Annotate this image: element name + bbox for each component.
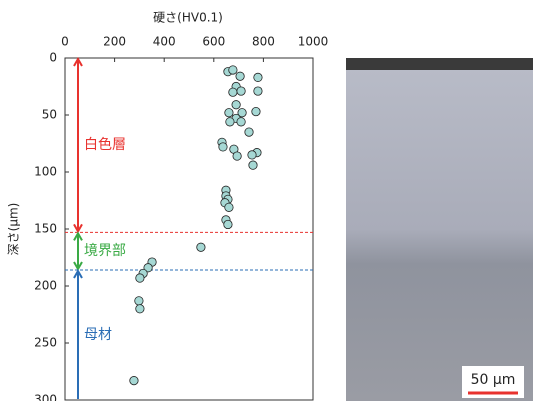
region-label: 境界部 bbox=[84, 243, 126, 259]
x-axis-title: 硬さ(HV0.1) bbox=[153, 11, 223, 25]
point bbox=[197, 243, 205, 251]
point bbox=[254, 73, 262, 81]
region-label: 白色層 bbox=[84, 136, 126, 153]
y-tick-label: 150 bbox=[34, 222, 57, 236]
y-tick-label: 250 bbox=[34, 336, 57, 350]
point bbox=[136, 274, 144, 282]
point bbox=[249, 161, 257, 169]
point bbox=[224, 220, 232, 228]
point bbox=[219, 143, 227, 151]
y-tick-label: 100 bbox=[34, 165, 57, 179]
point bbox=[136, 305, 144, 313]
point bbox=[232, 101, 240, 109]
scale-label: 50 μm bbox=[471, 372, 516, 388]
y-axis-title: 深さ(μm) bbox=[7, 203, 21, 256]
point bbox=[248, 151, 256, 159]
point bbox=[237, 118, 245, 126]
y-tick-label: 50 bbox=[42, 108, 57, 122]
point bbox=[229, 66, 237, 74]
point bbox=[233, 152, 241, 160]
x-tick-label: 1000 bbox=[298, 35, 329, 49]
x-tick-label: 400 bbox=[153, 35, 176, 49]
x-tick-label: 600 bbox=[202, 35, 225, 49]
x-tick-label: 200 bbox=[103, 35, 126, 49]
point bbox=[225, 109, 233, 117]
point bbox=[229, 88, 237, 96]
y-tick-label: 200 bbox=[34, 279, 57, 293]
y-tick-label: 0 bbox=[49, 51, 57, 65]
micrograph bbox=[346, 58, 533, 401]
x-tick-label: 800 bbox=[252, 35, 275, 49]
micrograph-edge bbox=[346, 58, 533, 70]
point bbox=[236, 72, 244, 80]
point bbox=[254, 87, 262, 95]
region-label: 母材 bbox=[84, 327, 112, 343]
point bbox=[252, 107, 260, 115]
figure: 50 μm 硬さ(HV0.1) 深さ(μm) 02004006008001000… bbox=[0, 0, 533, 401]
y-tick-label: 300 bbox=[34, 393, 57, 401]
point bbox=[135, 297, 143, 305]
point bbox=[225, 203, 233, 211]
point bbox=[226, 118, 234, 126]
point bbox=[245, 128, 253, 136]
point bbox=[237, 87, 245, 95]
plot-frame bbox=[65, 58, 313, 400]
point bbox=[130, 376, 138, 384]
x-tick-label: 0 bbox=[61, 35, 69, 49]
